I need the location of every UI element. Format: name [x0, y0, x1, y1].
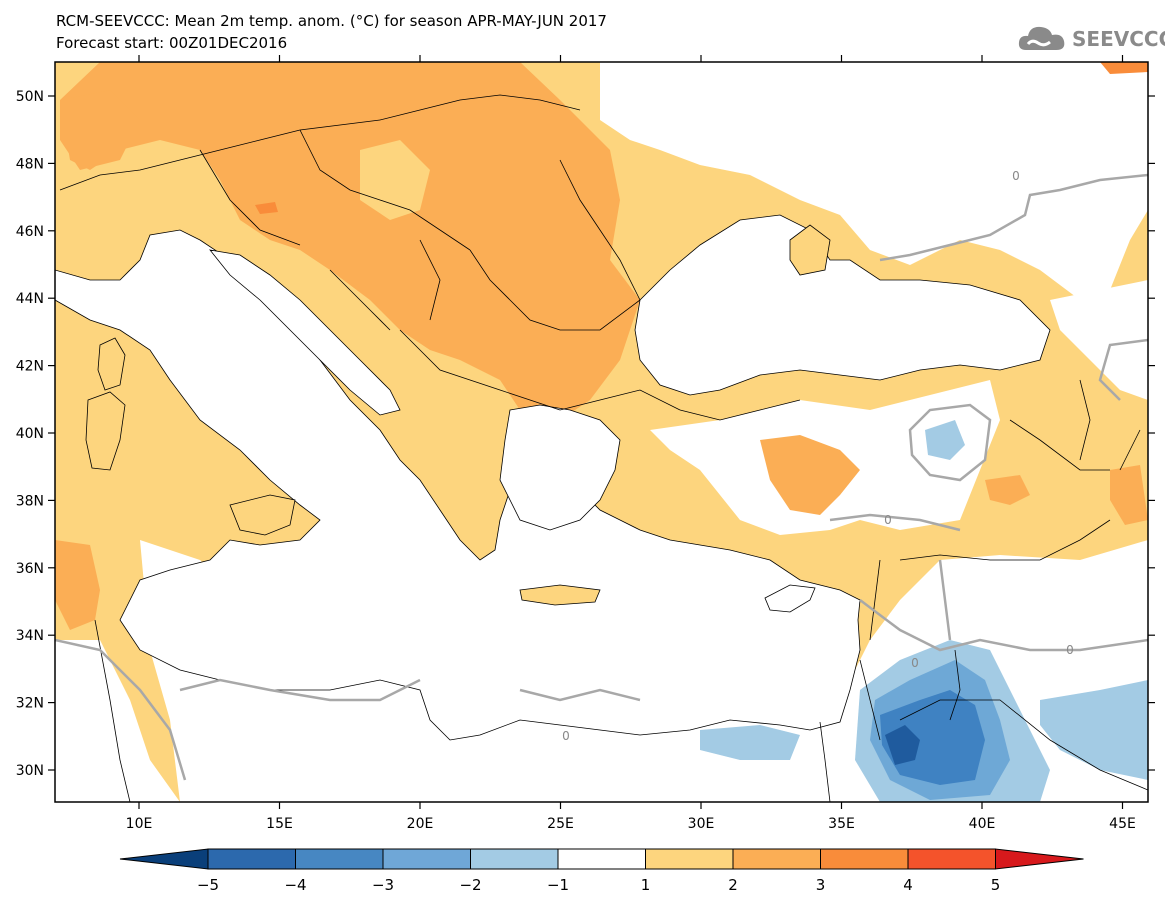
- map-field: 0 0 0 0 0: [55, 62, 1148, 802]
- colorbar-label: 2: [728, 876, 738, 894]
- warm-region-italy-west: [60, 90, 140, 170]
- warm-region-hot-spot: [255, 202, 278, 214]
- cool-region-arabia-4: [885, 725, 920, 765]
- warm-region-hot-corner: [1100, 62, 1148, 74]
- logo-text: SEEVCCC: [1072, 27, 1165, 51]
- island-sardinia: [85, 391, 126, 471]
- cool-region-egypt: [700, 725, 800, 760]
- colorbar-label: −1: [547, 876, 569, 894]
- warm-region-east: [1110, 465, 1148, 525]
- sea-aegean: [499, 404, 621, 531]
- contour-label: 0: [1066, 643, 1074, 657]
- warm-region-libya: [55, 540, 100, 630]
- country-borders: [59, 94, 1148, 802]
- colorbar-label: −2: [459, 876, 481, 894]
- colorbar-segment: [382, 848, 471, 870]
- contour-label: 0: [911, 656, 919, 670]
- longitude-axis: 10E 15E 20E 25E 30E 35E 40E 45E: [126, 55, 1136, 832]
- lon-label: 10E: [126, 816, 153, 832]
- lon-label: 45E: [1109, 816, 1136, 832]
- lat-label: 50N: [16, 89, 44, 105]
- colorbar-label: 4: [903, 876, 913, 894]
- lat-label: 44N: [16, 291, 44, 307]
- contour-label: 0: [1012, 169, 1020, 183]
- lat-label: 36N: [16, 561, 44, 577]
- colorbar-segment: [470, 848, 559, 870]
- seevccc-logo: SEEVCCC: [1016, 20, 1165, 58]
- colorbar-arrow-min: [119, 848, 209, 870]
- colorbar: −5 −4 −3 −2 −1 1 2 3 4 5: [119, 848, 1084, 894]
- lon-label: 30E: [688, 816, 715, 832]
- colorbar-segment: [207, 848, 296, 870]
- sea-adriatic: [209, 249, 401, 416]
- island-corsica: [97, 337, 126, 391]
- map-frame: [54, 61, 1149, 803]
- colorbar-segment: [295, 848, 384, 870]
- lon-label: 25E: [547, 816, 574, 832]
- zero-contours: [55, 173, 1148, 781]
- forecast-start-label: Forecast start: 00Z01DEC2016: [56, 34, 288, 52]
- warm-region-central-europe: [60, 62, 640, 420]
- lat-label: 32N: [16, 696, 44, 712]
- warm-region-iraq: [985, 475, 1030, 505]
- warm-region-balkans-pocket: [360, 140, 430, 220]
- cool-region-east-arabia: [1040, 680, 1148, 780]
- cool-region-turkey-east: [925, 420, 965, 460]
- colorbar-label: −3: [372, 876, 394, 894]
- lon-label: 35E: [828, 816, 855, 832]
- lat-label: 38N: [16, 493, 44, 509]
- lat-label: 46N: [16, 224, 44, 240]
- contour-label: 0: [884, 513, 892, 527]
- lat-label: 34N: [16, 628, 44, 644]
- warm-region-turkey: [760, 435, 860, 515]
- colorbar-segment: [732, 848, 821, 870]
- colorbar-label: 5: [991, 876, 1001, 894]
- lon-label: 40E: [969, 816, 996, 832]
- colorbar-label: −5: [197, 876, 219, 894]
- sea-mediterranean: [55, 229, 861, 741]
- colorbar-label: 3: [816, 876, 826, 894]
- colorbar-label: 1: [641, 876, 651, 894]
- colorbar-segment: [907, 848, 996, 870]
- island-crete: [519, 584, 601, 606]
- map-title: RCM-SEEVCCC: Mean 2m temp. anom. (°C) fo…: [56, 12, 607, 30]
- latitude-axis: 50N 48N 46N 44N 42N 40N 38N 36N 34N 32N 30N: [16, 89, 1155, 779]
- colorbar-arrow-max: [995, 848, 1084, 870]
- lat-label: 30N: [16, 763, 44, 779]
- neutral-region-south: [55, 640, 180, 802]
- colorbar-label: −4: [284, 876, 306, 894]
- sea-black: [634, 214, 1051, 396]
- island-sicily: [229, 494, 296, 536]
- lon-label: 20E: [407, 816, 434, 832]
- peninsula-crimea: [789, 224, 831, 276]
- colorbar-segment: [645, 848, 734, 870]
- lat-label: 42N: [16, 359, 44, 375]
- cloud-icon: [1018, 26, 1065, 50]
- lat-label: 48N: [16, 156, 44, 172]
- lon-label: 15E: [266, 816, 293, 832]
- colorbar-segment: [557, 848, 646, 870]
- island-cyprus: [764, 584, 816, 613]
- neutral-region-ukraine: [600, 62, 1148, 300]
- colorbar-segment: [820, 848, 909, 870]
- contour-labels: 0 0 0 0 0: [562, 169, 1074, 743]
- neutral-region-caucasus: [1050, 280, 1148, 400]
- contour-label: 0: [562, 729, 570, 743]
- lat-label: 40N: [16, 426, 44, 442]
